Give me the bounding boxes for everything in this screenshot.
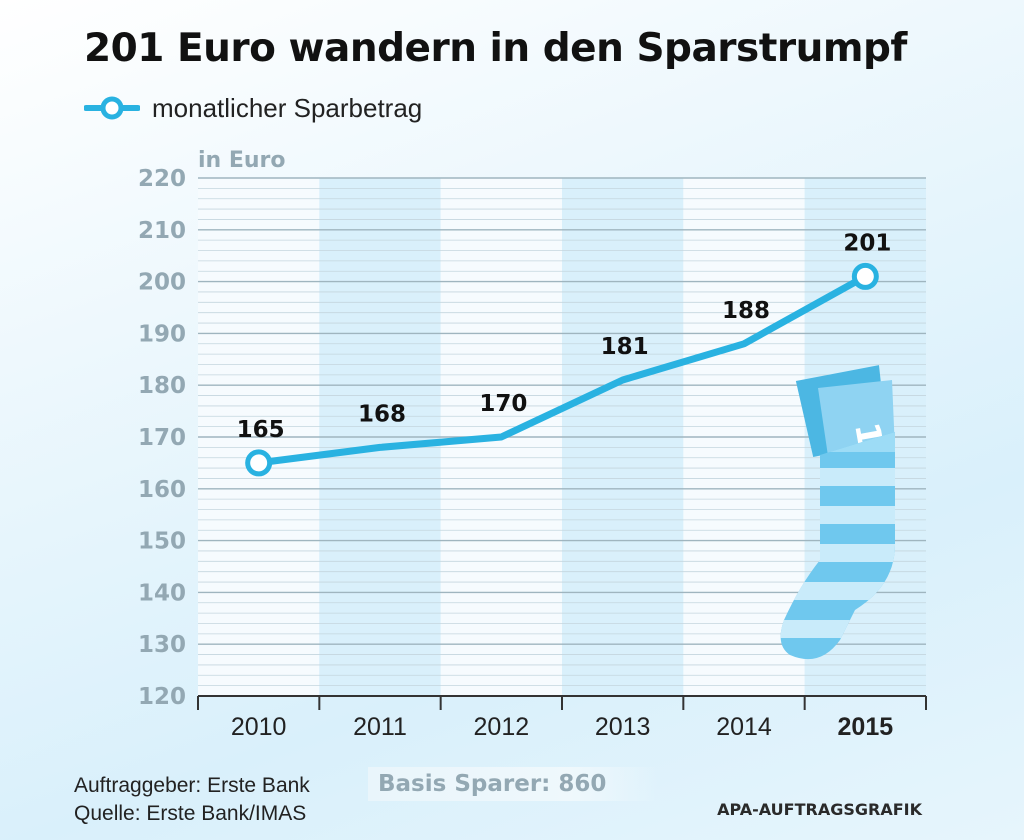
data-labels: 165 168 170 181 188 201 [237,230,892,442]
y-tick-150: 150 [138,529,186,555]
legend-line-marker-icon [84,96,140,120]
y-tick-220: 220 [138,166,186,192]
x-tick-2014: 2014 [716,713,772,741]
y-axis-label: in Euro [198,148,286,173]
y-tick-140: 140 [138,580,186,606]
y-tick-labels: 120 130 140 150 160 170 180 190 200 210 220 [138,166,186,710]
data-label-2013: 181 [601,334,649,360]
x-tick-2013: 2013 [595,713,651,741]
data-label-2015: 201 [843,230,891,256]
series-markers [245,262,879,477]
legend: monatlicher Sparbetrag [84,92,422,124]
point-marker-2010 [245,449,273,477]
data-label-2014: 188 [722,298,770,324]
x-tick-2011: 2011 [353,713,407,741]
data-label-2010: 165 [237,417,285,443]
y-tick-200: 200 [138,270,186,296]
basis-badge: Basis Sparer: 860 [368,767,658,801]
y-tick-130: 130 [138,632,186,658]
y-tick-210: 210 [138,218,186,244]
credit-label: APA-AUFTRAGSGRAFIK [717,800,922,819]
y-tick-160: 160 [138,477,186,503]
y-tick-120: 120 [138,684,186,710]
data-label-2012: 170 [479,391,527,417]
footer-source: Quelle: Erste Bank/IMAS [74,802,307,825]
x-tick-2012: 2012 [474,713,530,741]
point-marker-2015 [851,262,879,290]
y-tick-170: 170 [138,425,186,451]
x-axis [197,695,927,710]
chart-title: 201 Euro wandern in den Sparstrumpf [84,26,907,71]
series-line-monatlicher-sparbetrag [255,272,869,467]
legend-label: monatlicher Sparbetrag [152,92,423,123]
y-tick-190: 190 [138,321,186,347]
y-tick-180: 180 [138,373,186,399]
x-tick-2010: 2010 [231,713,287,741]
footer-client: Auftraggeber: Erste Bank [74,774,310,797]
x-tick-2015: 2015 [838,713,894,741]
data-label-2011: 168 [358,401,406,427]
x-tick-labels: 2010 2011 2012 2013 2014 2015 [231,713,893,741]
